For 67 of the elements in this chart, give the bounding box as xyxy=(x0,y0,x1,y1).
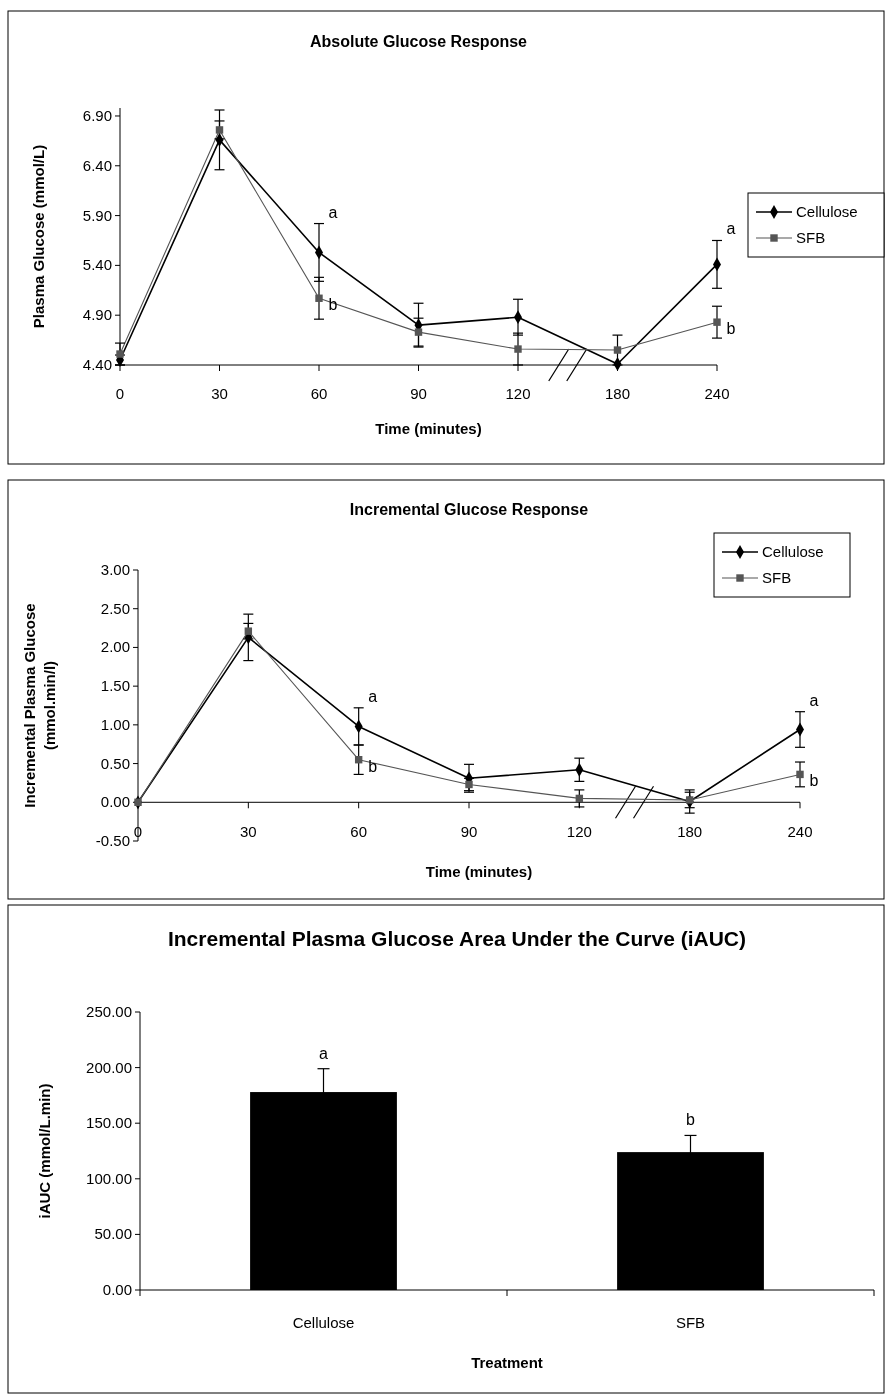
y-tick-label: 50.00 xyxy=(94,1225,132,1243)
x-tick-label: 60 xyxy=(350,823,368,840)
x-tick-label: 0 xyxy=(115,385,125,402)
annotation: a xyxy=(368,687,378,705)
y-tick-label: 6.40 xyxy=(82,156,112,174)
x-tick-label: 30 xyxy=(211,385,228,402)
point xyxy=(414,328,423,336)
x-axis-title: Treatment xyxy=(471,1354,543,1371)
point xyxy=(713,318,721,326)
point xyxy=(116,350,124,358)
x-tick-label: 90 xyxy=(410,385,427,402)
y-tick-label: -0.50 xyxy=(95,832,130,849)
x-tick-label: 240 xyxy=(704,385,730,402)
annotation: b xyxy=(809,772,819,790)
y-tick-label: 0.00 xyxy=(100,793,130,811)
chart-title: Absolute Glucose Response xyxy=(310,33,528,50)
y-tick-label: 200.00 xyxy=(86,1058,132,1076)
y-axis-title: iAUC (mmol/L.min) xyxy=(36,1083,53,1219)
chart-title: Incremental Glucose Response xyxy=(349,501,589,518)
annotation: b xyxy=(686,1111,696,1129)
y-axis-title: Incremental Plasma Glucose (mmol.min/l) xyxy=(21,603,58,808)
y-tick-label: 2.00 xyxy=(100,638,130,656)
y-tick-label: 5.40 xyxy=(82,256,112,274)
annotation: b xyxy=(726,320,736,338)
y-tick-label: 5.90 xyxy=(82,206,112,224)
point xyxy=(514,345,522,353)
y-tick-label: 0.00 xyxy=(102,1281,132,1298)
annotation: a xyxy=(319,1044,329,1062)
x-tick-label: 0 xyxy=(133,823,143,840)
point xyxy=(613,346,622,354)
annotation: a xyxy=(726,220,736,238)
y-tick-label: 3.00 xyxy=(100,561,130,578)
x-tick-label: 60 xyxy=(310,385,328,402)
y-tick-label: 4.90 xyxy=(82,306,112,324)
point xyxy=(315,294,323,302)
point xyxy=(244,627,253,635)
y-axis-title: Plasma Glucose (mmol/L) xyxy=(30,144,47,329)
annotation: a xyxy=(809,691,819,709)
y-tick-label: 2.50 xyxy=(100,599,130,617)
y-tick-label: 4.40 xyxy=(82,356,112,373)
x-tick-label: 180 xyxy=(604,385,631,402)
point xyxy=(215,126,224,134)
y-tick-label: 250.00 xyxy=(86,1003,132,1020)
x-tick-label: 180 xyxy=(677,823,703,840)
y-tick-label: 6.90 xyxy=(82,106,112,124)
x-tick-label: 120 xyxy=(566,823,592,840)
legend-label: Cellulose xyxy=(762,543,824,560)
x-tick-label: 120 xyxy=(505,385,531,402)
legend-label: SFB xyxy=(762,569,792,586)
y-tick-label: 1.00 xyxy=(100,715,130,733)
y-tick-label: 150.00 xyxy=(86,1114,132,1132)
x-tick-label: 90 xyxy=(460,823,478,840)
annotation: b xyxy=(328,296,338,314)
x-axis-title: Time (minutes) xyxy=(425,863,533,880)
chart-title: Incremental Plasma Glucose Area Under the Curve (iAUC) xyxy=(167,927,747,950)
y-tick-label: 100.00 xyxy=(86,1169,132,1187)
legend-label: SFB xyxy=(796,229,826,246)
x-tick-label: 30 xyxy=(239,823,257,840)
y-tick-label: 0.50 xyxy=(100,754,130,772)
legend-label: Cellulose xyxy=(796,203,858,220)
x-axis-title: Time (minutes) xyxy=(375,420,482,437)
y-tick-label: 1.50 xyxy=(100,677,130,695)
x-tick-label: 240 xyxy=(787,823,813,840)
annotation: a xyxy=(328,203,338,221)
annotation: b xyxy=(368,757,378,775)
point xyxy=(796,770,804,779)
point xyxy=(685,796,694,804)
